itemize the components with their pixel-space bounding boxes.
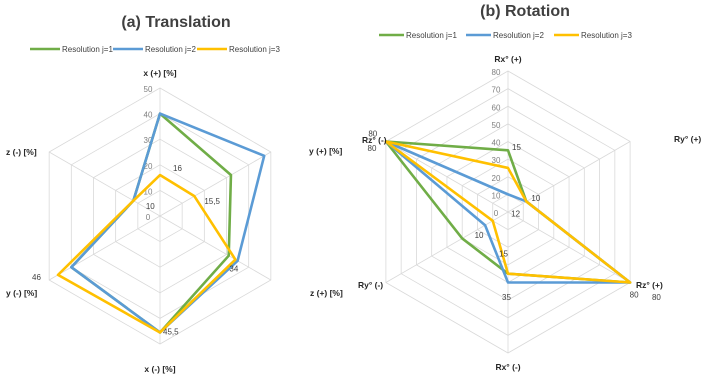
grid-spoke	[507, 211, 631, 283]
tick-label: 30	[492, 156, 501, 165]
grid-spoke	[385, 141, 509, 213]
legend-label-j3: Resolution j=3	[581, 31, 632, 40]
data-label: 34	[229, 265, 238, 274]
data-label: 12	[511, 210, 520, 219]
axis-label: z (+) [%]	[310, 288, 343, 298]
axis-label: Rx° (+)	[494, 54, 521, 64]
rotation-radar-chart: (b) Rotation Resolution j=1 Resolution j…	[358, 3, 701, 372]
data-label: 15	[512, 143, 521, 152]
axis-label: x (-) [%]	[144, 364, 175, 374]
tick-label: 0	[146, 213, 151, 222]
tick-label: 30	[144, 136, 153, 145]
chart-title: (b) Rotation	[480, 3, 570, 20]
axis-label: Rz° (-)	[362, 135, 387, 145]
translation-radar-chart: (a) Translation Resolution j=1 Resolutio…	[6, 14, 343, 374]
radar-grid	[48, 87, 272, 345]
legend-label-j1: Resolution j=1	[62, 45, 113, 54]
grid-spoke	[48, 215, 161, 281]
data-label: 15	[499, 249, 508, 258]
data-label: 10	[475, 231, 484, 240]
tick-label: 70	[492, 86, 501, 95]
data-label: 80	[630, 290, 639, 299]
radar-axis-labels: Rx° (+) Ry° (+) Rz° (+) Rx° (-) Ry° (-) Rz° (…	[358, 54, 701, 372]
axis-label: y (-) [%]	[6, 288, 37, 298]
radar-axis-labels: x (+) [%] y (+) [%] z (+) [%] x (-) [%] y (-…	[6, 68, 343, 374]
data-label: 10	[531, 194, 540, 203]
data-label: 80	[652, 293, 661, 302]
grid-spoke	[48, 151, 161, 217]
axis-label: x (+) [%]	[143, 68, 176, 78]
tick-label: 60	[492, 103, 501, 112]
chart-title: (a) Translation	[121, 14, 230, 31]
radar-series	[56, 112, 266, 334]
legend-label-j3: Resolution j=3	[229, 45, 280, 54]
legend-label-j2: Resolution j=2	[145, 45, 196, 54]
tick-label: 20	[492, 174, 501, 183]
grid-spoke	[159, 151, 272, 217]
radar-series	[384, 140, 632, 284]
tick-label: 80	[492, 68, 501, 77]
chart-legend: Resolution j=1 Resolution j=2 Resolution…	[30, 45, 280, 54]
series-line	[56, 173, 237, 334]
grid-spoke	[385, 211, 509, 283]
legend-label-j1: Resolution j=1	[406, 31, 457, 40]
tick-label: 40	[492, 139, 501, 148]
data-label: 46	[32, 273, 41, 282]
data-label: 10	[146, 202, 155, 211]
axis-label: y (+) [%]	[309, 146, 342, 156]
data-label: 45,5	[163, 327, 179, 336]
radar-ticks: 0 10 20 30 40 50 60 70 80	[492, 68, 501, 218]
data-label: 80	[368, 130, 377, 139]
data-label: 80	[368, 144, 377, 153]
radar-data-labels: 15 10 80 15 10 80 12 35 80 80	[368, 130, 662, 302]
radar-data-labels: 16 15,5 34 45,5 46 10	[32, 164, 239, 336]
chart-legend: Resolution j=1 Resolution j=2 Resolution…	[379, 31, 632, 40]
tick-label: 20	[144, 162, 153, 171]
tick-label: 50	[492, 121, 501, 130]
data-label: 35	[502, 293, 511, 302]
axis-label: z (-) [%]	[6, 147, 37, 157]
tick-label: 10	[144, 187, 153, 196]
grid-spoke	[507, 141, 631, 213]
grid-spoke	[159, 215, 272, 281]
legend-label-j2: Resolution j=2	[493, 31, 544, 40]
tick-label: 50	[144, 85, 153, 94]
tick-label: 10	[492, 191, 501, 200]
data-label: 16	[173, 164, 182, 173]
axis-label: Ry° (-)	[358, 280, 383, 290]
radar-ticks: 0 10 20 30 40 50	[144, 85, 153, 222]
data-label: 15,5	[204, 197, 220, 206]
axis-label: Rz° (+)	[636, 280, 663, 290]
axis-label: Ry° (+)	[674, 134, 701, 144]
radar-grid	[385, 70, 631, 354]
tick-label: 0	[494, 209, 499, 218]
series-line	[384, 140, 632, 284]
tick-label: 40	[144, 111, 153, 120]
axis-label: Rx° (-)	[495, 362, 520, 372]
